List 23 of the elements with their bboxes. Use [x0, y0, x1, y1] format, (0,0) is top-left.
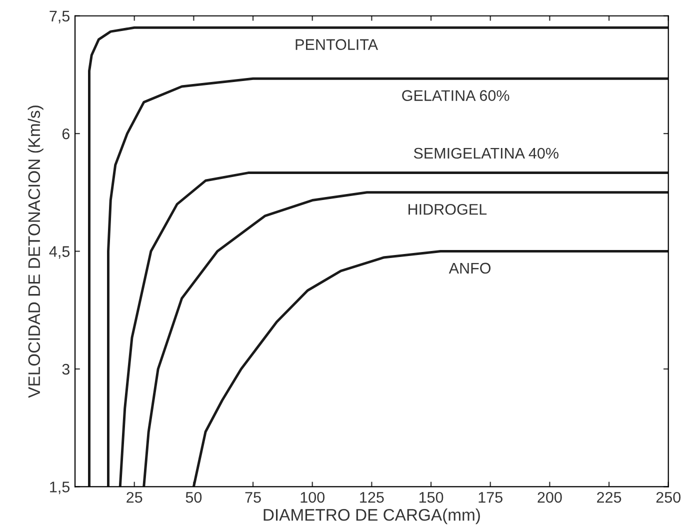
line-series — [192, 250, 668, 487]
y-tick-label: 1,5 — [50, 482, 70, 494]
x-tick-label: 125 — [360, 492, 384, 503]
x-tick-label: 175 — [478, 492, 502, 503]
x-tick-label: 200 — [538, 492, 562, 503]
x-axis-title: DIAMETRO DE CARGA(mm) — [264, 508, 480, 524]
x-tick-label: 225 — [597, 492, 622, 503]
series-label: ANFO — [448, 262, 491, 274]
x-tick-label: 50 — [186, 492, 202, 503]
x-tick-label: 150 — [419, 492, 444, 503]
x-tick-label: 100 — [300, 492, 325, 503]
y-axis-title: VELOCIDAD DE DETONACION (Km/s) — [28, 106, 44, 398]
x-tick-label: 75 — [245, 492, 261, 503]
y-tick-label: 6 — [62, 128, 70, 140]
series-label: PENTOLITA — [296, 39, 378, 50]
x-tick-label: 250 — [656, 492, 681, 503]
y-tick-label: 7,5 — [50, 10, 70, 24]
series-label: GELATINA 60% — [402, 90, 510, 101]
series-label: SEMIGELATINA 40% — [414, 148, 558, 159]
x-tick-label: 25 — [126, 492, 142, 503]
y-tick-label: 3 — [62, 364, 70, 375]
y-tick-label: 4,5 — [49, 246, 70, 259]
series-label: HIDROGEL — [408, 204, 487, 215]
